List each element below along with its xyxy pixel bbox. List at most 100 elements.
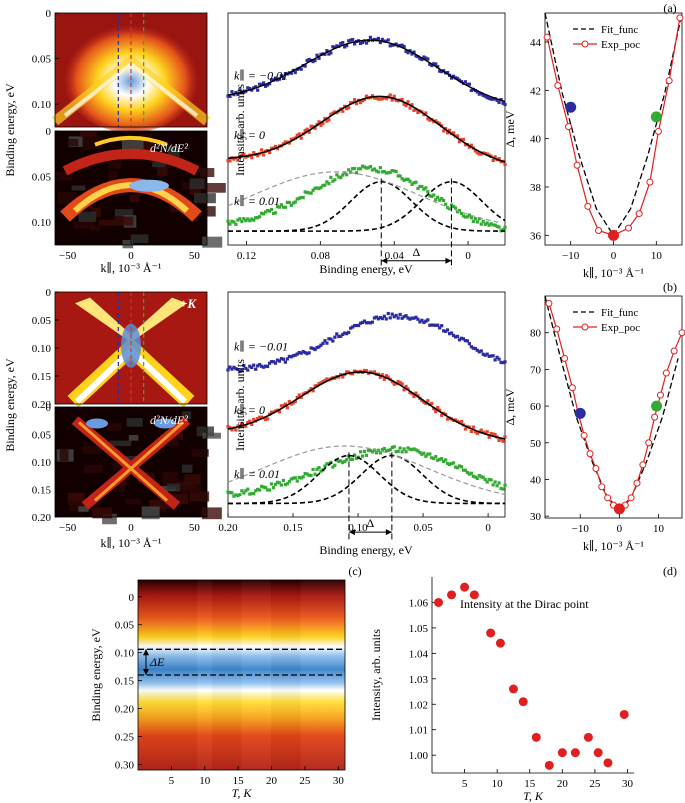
- edc-point: [463, 143, 468, 147]
- edc-point: [432, 456, 436, 461]
- edc-point: [404, 450, 408, 454]
- edc-point: [376, 36, 380, 41]
- edc-point: [319, 52, 323, 57]
- edc-point: [345, 370, 349, 374]
- x-tick-label: 50: [189, 522, 201, 534]
- edc-point: [469, 88, 473, 93]
- edc-point: [327, 118, 331, 122]
- edc-point: [325, 341, 329, 345]
- edc-point: [347, 330, 351, 335]
- edc-point: [479, 475, 483, 479]
- edc-point: [285, 200, 289, 204]
- edc-point: [499, 437, 503, 441]
- y-tick-label: 1.05: [409, 623, 429, 635]
- y-tick-label: 30: [530, 511, 542, 523]
- edc-point: [477, 152, 481, 156]
- edc-point: [289, 71, 293, 75]
- edc-point: [345, 173, 349, 177]
- edc-point: [418, 57, 422, 61]
- y-tick-label: 0.20: [32, 399, 52, 411]
- x-tick-label: 0.05: [413, 522, 433, 534]
- noise-patch: [121, 139, 144, 150]
- edc-point: [412, 108, 416, 112]
- edc-point: [343, 104, 347, 108]
- edc-point: [440, 413, 444, 417]
- edc-point: [414, 448, 418, 452]
- edc-point: [244, 155, 248, 159]
- edc-point: [323, 464, 327, 468]
- edc-point: [303, 351, 307, 355]
- edc-point: [260, 148, 264, 152]
- noise-patch: [202, 507, 222, 520]
- edc-point: [295, 395, 299, 400]
- edc-point: [236, 218, 240, 222]
- edc-point: [459, 336, 464, 340]
- edc-point: [479, 222, 483, 226]
- edc-point: [390, 380, 394, 384]
- edc-point: [256, 487, 260, 491]
- edc-point: [396, 449, 400, 453]
- data-point: [518, 697, 528, 707]
- edc-point: [362, 165, 367, 169]
- edc-point: [398, 312, 402, 317]
- edc-point: [311, 346, 315, 351]
- edc-point: [317, 345, 321, 349]
- x-tick-label: 0: [128, 522, 134, 534]
- edc-point: [380, 373, 384, 377]
- edc-point: [277, 359, 282, 363]
- edc-point: [285, 357, 289, 361]
- noise-patch: [82, 446, 102, 455]
- edc-point: [234, 493, 238, 497]
- edc-point: [287, 480, 291, 484]
- noise-patch: [157, 163, 168, 176]
- edc-point: [374, 96, 378, 100]
- x-tick-label: −50: [59, 250, 77, 262]
- edc-point: [345, 43, 349, 48]
- exp-point: [604, 494, 612, 502]
- edc-point: [335, 173, 339, 177]
- edc-point: [414, 180, 418, 184]
- edc-point: [424, 56, 428, 60]
- edc-point: [307, 130, 311, 134]
- x-tick-label: 0.08: [311, 250, 331, 262]
- edc-point: [394, 313, 398, 318]
- edc-point: [434, 198, 438, 202]
- y-axis-label: Δ, meV: [503, 110, 517, 147]
- noise-patch: [205, 206, 216, 217]
- edc-point: [238, 493, 242, 497]
- delta-e-label: ΔE: [149, 655, 165, 669]
- edc-point: [307, 191, 311, 195]
- edc-point: [487, 477, 491, 482]
- edc-point: [337, 175, 341, 179]
- edc-point: [226, 94, 230, 98]
- edc-point: [404, 104, 408, 108]
- y-tick-label: 0.10: [32, 217, 52, 229]
- edc-point: [267, 488, 272, 492]
- y-tick-label: 0: [46, 402, 52, 414]
- edc-point: [297, 132, 301, 136]
- edc-point: [343, 331, 347, 335]
- edc-point: [291, 137, 295, 141]
- edc-point: [467, 145, 471, 149]
- edc-point: [392, 94, 396, 98]
- edc-point: [254, 489, 258, 493]
- edc-point: [355, 171, 359, 175]
- edc-point: [271, 211, 276, 215]
- edc-point: [382, 314, 386, 318]
- edc-point: [358, 321, 363, 325]
- data-point: [619, 709, 629, 719]
- edc-point: [299, 395, 303, 399]
- x-tick-label: −10: [562, 250, 580, 262]
- edc-point: [279, 483, 284, 487]
- data-point: [570, 748, 580, 758]
- map-intensity-glow: [62, 18, 200, 133]
- noise-patch: [109, 440, 132, 447]
- x-tick-label: 30: [333, 775, 345, 787]
- edc-point: [495, 484, 499, 488]
- edc-point: [269, 410, 274, 414]
- edc-point: [250, 422, 254, 427]
- data-point: [583, 732, 593, 742]
- edc-point: [341, 173, 345, 177]
- edc-point: [396, 379, 400, 384]
